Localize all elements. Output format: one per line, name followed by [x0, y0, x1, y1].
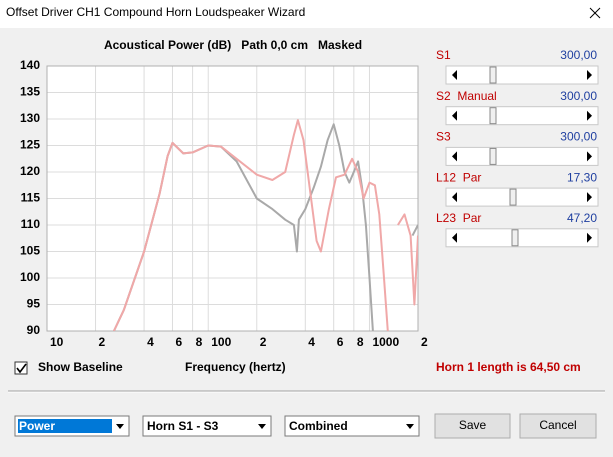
series-line — [112, 119, 418, 331]
scrollbar-track[interactable] — [445, 146, 599, 166]
y-tick-label: 100 — [20, 270, 40, 284]
checkbox-label[interactable]: Show Baseline — [38, 360, 123, 374]
chart-title: Acoustical Power (dB) Path 0,0 cm Masked — [104, 38, 362, 52]
scroll-arrow-left[interactable] — [452, 151, 457, 162]
x-tick-label: 2 — [421, 335, 428, 349]
scroll-arrow-left[interactable] — [452, 232, 457, 243]
dropdown-arrow — [406, 424, 414, 429]
slider-value: 300,00 — [560, 130, 597, 144]
close-button[interactable] — [589, 7, 601, 19]
x-tick-label: 6 — [337, 335, 344, 349]
slider-label: S3 — [436, 130, 451, 144]
x-tick-label: 4 — [308, 335, 315, 349]
status-text: Horn 1 length is 64,50 cm — [436, 360, 581, 374]
dropdown-text[interactable]: Horn S1 - S3 — [147, 419, 219, 433]
scroll-thumb[interactable] — [489, 66, 497, 84]
button[interactable] — [519, 413, 597, 439]
y-tick-label: 90 — [27, 323, 41, 337]
scrollbar-track[interactable] — [445, 65, 599, 85]
y-tick-label: 140 — [20, 58, 40, 72]
y-tick-label: 130 — [20, 111, 40, 125]
slider-value: 47,20 — [567, 211, 597, 225]
scroll-thumb[interactable] — [489, 147, 497, 165]
slider-value: 300,00 — [560, 89, 597, 103]
x-tick-label: 6 — [175, 335, 182, 349]
x-tick-label: 10 — [50, 335, 64, 349]
dropdown-selection — [18, 419, 112, 433]
scroll-arrow-right[interactable] — [587, 151, 592, 162]
title-bar — [0, 0, 613, 28]
dropdown-text[interactable]: Power — [19, 419, 55, 433]
checkbox[interactable] — [14, 361, 28, 375]
x-axis-label: Frequency (hertz) — [185, 360, 286, 374]
window-title: Offset Driver CH1 Compound Horn Loudspea… — [6, 5, 305, 19]
scroll-thumb[interactable] — [489, 107, 497, 125]
scroll-arrow-right[interactable] — [587, 192, 592, 203]
y-tick-label: 135 — [20, 85, 40, 99]
button-label[interactable]: Save — [459, 418, 487, 432]
dropdown[interactable] — [284, 415, 420, 437]
dropdown-text[interactable]: Combined — [289, 419, 348, 433]
scrollbar-track[interactable] — [445, 228, 599, 248]
slider-label: L12 Par — [436, 170, 481, 184]
x-tick-label: 2 — [99, 335, 106, 349]
plot-frame — [46, 65, 419, 332]
y-tick-label: 125 — [20, 138, 40, 152]
slider-label: L23 Par — [436, 211, 481, 225]
dropdown[interactable] — [142, 415, 272, 437]
slider-label: S1 — [436, 48, 451, 62]
slider-value: 300,00 — [560, 48, 597, 62]
plot-lines — [112, 119, 418, 331]
scroll-thumb[interactable] — [511, 229, 519, 247]
y-tick-label: 105 — [20, 244, 40, 258]
x-tick-label: 2 — [260, 335, 267, 349]
dropdown-arrow — [116, 424, 124, 429]
button[interactable] — [434, 413, 511, 439]
scrollbar-track[interactable] — [445, 187, 599, 207]
y-tick-label: 115 — [21, 191, 41, 205]
scrollbar-track[interactable] — [445, 106, 599, 126]
check-mark — [16, 363, 27, 374]
scroll-arrow-right[interactable] — [587, 110, 592, 121]
scroll-arrow-left[interactable] — [452, 110, 457, 121]
scroll-arrow-right[interactable] — [587, 70, 592, 80]
x-tick-label: 1000 — [372, 335, 399, 349]
slider-value: 17,30 — [567, 170, 597, 184]
x-tick-label: 8 — [357, 335, 364, 349]
slider-label: S2 Manual — [436, 89, 497, 103]
y-tick-label: 110 — [21, 217, 41, 231]
x-tick-label: 8 — [196, 335, 203, 349]
x-tick-label: 4 — [147, 335, 154, 349]
scroll-arrow-right[interactable] — [587, 232, 592, 243]
scroll-arrow-left[interactable] — [452, 192, 457, 203]
scroll-arrow-left[interactable] — [452, 70, 457, 80]
y-tick-label: 95 — [27, 297, 41, 311]
scroll-thumb[interactable] — [509, 188, 517, 206]
dropdown-arrow — [258, 424, 266, 429]
x-tick-label: 100 — [211, 335, 231, 349]
button-label[interactable]: Cancel — [539, 418, 576, 432]
y-tick-label: 120 — [20, 164, 40, 178]
